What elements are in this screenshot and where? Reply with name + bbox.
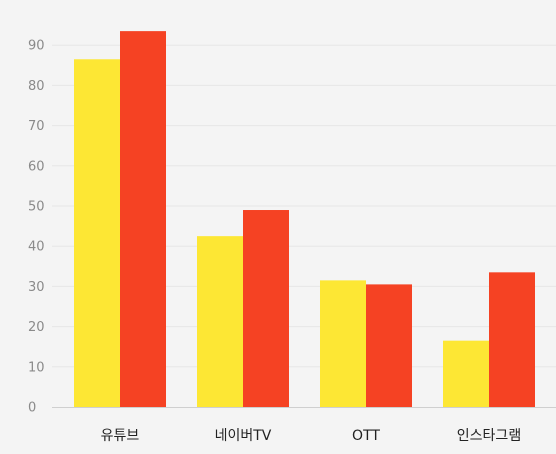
- x-tick-label: 유튜브: [101, 428, 140, 444]
- y-tick-label: 40: [28, 240, 45, 255]
- y-tick-label: 90: [28, 39, 45, 54]
- x-tick-label: OTT: [352, 428, 380, 444]
- y-tick-label: 60: [28, 159, 45, 174]
- x-axis-ticks: 유튜브 네이버TV OTT 인스타그램: [101, 428, 522, 444]
- y-tick-label: 70: [28, 119, 45, 134]
- y-tick-label: 80: [28, 79, 45, 94]
- bar: [489, 272, 535, 407]
- bar: [366, 284, 412, 407]
- x-tick-label: 인스타그램: [457, 428, 521, 444]
- bar: [197, 236, 243, 407]
- y-tick-label: 10: [28, 360, 45, 375]
- bar: [320, 280, 366, 407]
- y-tick-label: 20: [28, 320, 45, 335]
- y-tick-label: 30: [28, 280, 45, 295]
- y-tick-label: 0: [28, 401, 36, 416]
- y-axis-ticks: 0 10 20 30 40 50 60 70 80 90: [28, 39, 45, 416]
- y-tick-label: 50: [28, 200, 45, 215]
- bar: [243, 210, 289, 407]
- x-tick-label: 네이버TV: [215, 428, 272, 444]
- bar: [120, 31, 166, 407]
- bar: [443, 340, 489, 407]
- bars: [74, 31, 535, 408]
- bar: [74, 59, 120, 408]
